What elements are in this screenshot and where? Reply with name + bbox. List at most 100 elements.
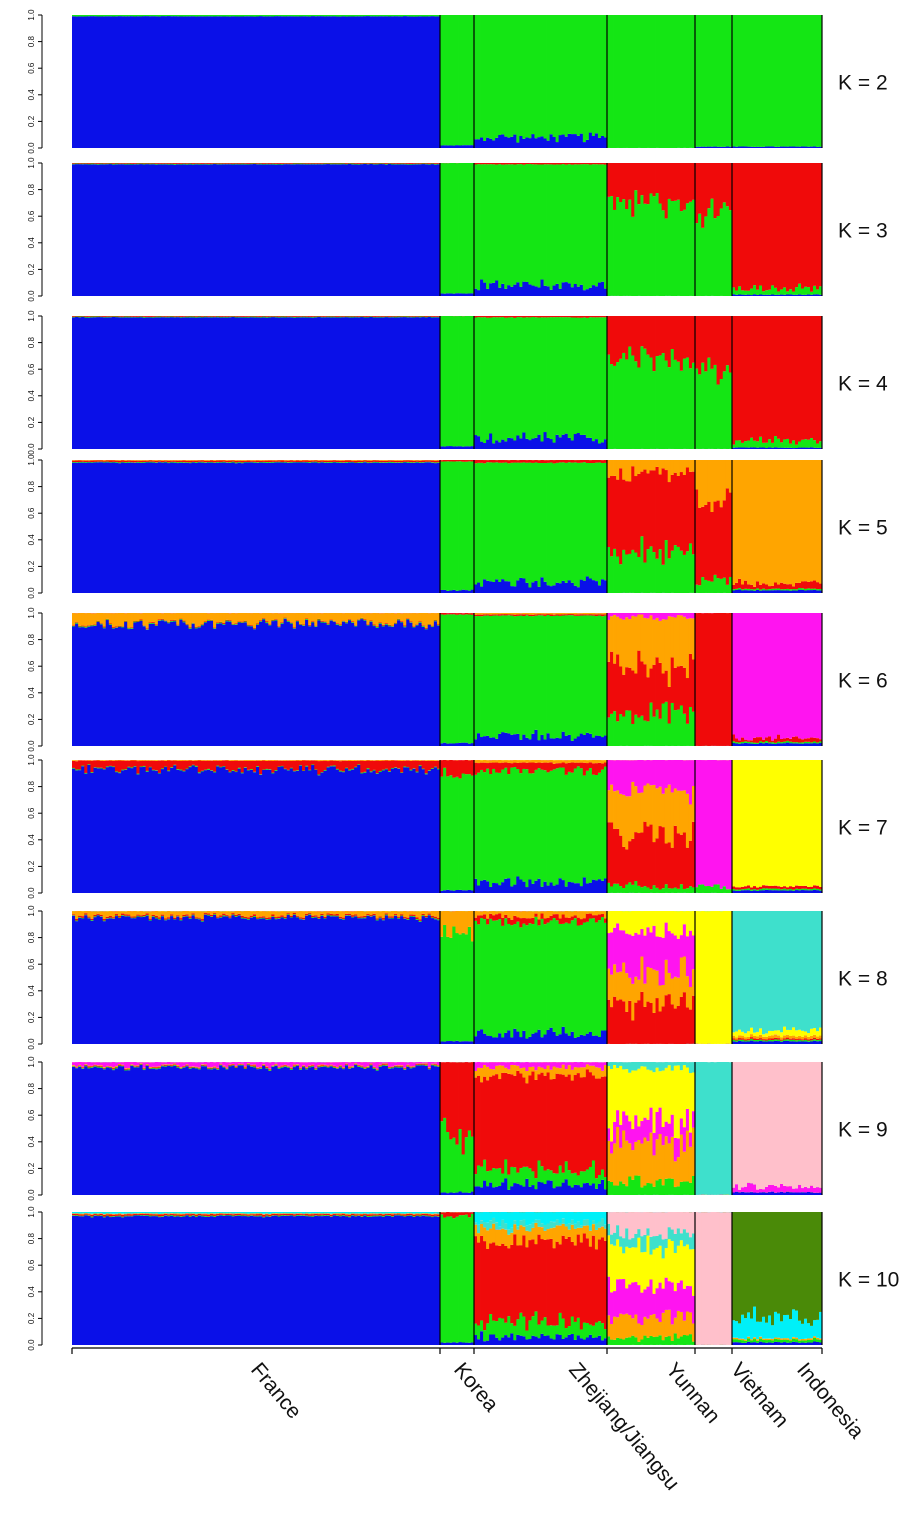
- bar-segment-green: [625, 884, 629, 893]
- bar-segment-green: [567, 771, 572, 882]
- bar-segment-orange: [130, 760, 134, 761]
- bar-segment-red: [777, 163, 781, 292]
- bar-segment-orange: [277, 760, 281, 761]
- bar-segment-red: [111, 163, 116, 164]
- bar-segment-blue: [783, 743, 787, 746]
- bar-segment-blue: [283, 769, 288, 893]
- bar-segment-blue: [176, 317, 180, 449]
- bar-segment-red: [433, 316, 438, 317]
- bar-segment-orange: [75, 760, 79, 762]
- bar-segment-orange: [673, 460, 678, 473]
- bar-segment-red: [357, 760, 361, 765]
- bar-segment-red: [634, 832, 638, 882]
- bar-segment-green: [157, 772, 162, 774]
- bar-segment-blue: [603, 580, 608, 593]
- bar-segment-green: [283, 618, 288, 619]
- bar-segment-red: [372, 760, 376, 770]
- bar-segment-green: [679, 15, 684, 149]
- bar-segment-orange: [804, 460, 808, 582]
- bar-segment-blue: [424, 629, 429, 746]
- bar-segment-green: [576, 317, 581, 434]
- bar-segment-green: [409, 622, 413, 623]
- bar-segment-green: [549, 462, 553, 587]
- bar-segment-green: [688, 543, 693, 593]
- bar-segment-green: [167, 163, 171, 165]
- bar-segment-green: [298, 461, 303, 463]
- bar-segment-blue: [225, 164, 229, 296]
- bar-segment-green: [191, 163, 196, 165]
- bar-segment-green: [679, 550, 684, 593]
- bar-segment-orange: [154, 760, 159, 761]
- bar-segment-red: [154, 163, 159, 164]
- bar-segment-blue: [522, 138, 526, 148]
- bar-segment-blue: [555, 884, 560, 893]
- bar-segment-red: [160, 760, 165, 769]
- bar-segment-red: [461, 760, 466, 774]
- bar-segment-green: [637, 885, 641, 893]
- bar-segment-green: [765, 589, 769, 591]
- bar-segment-blue: [449, 293, 453, 296]
- bar-segment-green: [519, 15, 523, 136]
- bar-segment-green: [182, 15, 186, 17]
- bar-segment-green: [222, 163, 226, 165]
- bar-segment-magenta: [625, 613, 629, 618]
- bar-segment-green: [197, 772, 202, 774]
- bar-segment-orange: [157, 460, 162, 461]
- bar-segment-orange: [136, 760, 140, 762]
- bar-segment-orange: [667, 784, 672, 843]
- bar-segment-orange: [363, 613, 367, 620]
- bar-segment-blue: [240, 773, 245, 893]
- bar-segment-green: [114, 771, 119, 773]
- bar-segment-green: [200, 461, 205, 463]
- bar-segment-blue: [424, 16, 429, 149]
- bar-segment-green: [528, 317, 532, 441]
- bar-segment-red: [452, 460, 456, 462]
- bar-segment-green: [274, 461, 278, 463]
- bar-segment-green: [458, 778, 463, 890]
- bar-segment-blue: [461, 293, 466, 296]
- bar-segment-green: [555, 317, 560, 435]
- bar-segment-blue: [492, 282, 496, 296]
- bar-segment-blue: [795, 743, 799, 746]
- bar-segment-green: [676, 199, 681, 296]
- bar-segment-green: [567, 15, 572, 134]
- bar-segment-red: [225, 760, 229, 770]
- bar-segment-orange: [360, 613, 364, 618]
- bar-segment-green: [360, 772, 364, 774]
- bar-segment-blue: [164, 621, 168, 746]
- bar-segment-green: [477, 462, 481, 583]
- bar-segment-blue: [102, 769, 107, 893]
- bar-segment-green: [810, 438, 814, 448]
- bar-segment-green: [314, 316, 318, 318]
- bar-segment-blue: [421, 16, 426, 149]
- bar-segment-red: [157, 460, 162, 462]
- bar-segment-blue: [179, 164, 183, 296]
- bar-segment-red: [295, 620, 300, 621]
- bar-segment-green: [173, 764, 177, 766]
- bar-segment-blue: [127, 317, 131, 449]
- bar-segment-green: [197, 163, 202, 165]
- bar-segment-blue: [357, 16, 361, 148]
- bar-segment-green: [519, 615, 523, 740]
- bar-segment-blue: [286, 462, 291, 593]
- bar-segment-blue: [507, 437, 511, 449]
- bar-segment-green: [415, 163, 419, 165]
- bar-segment-orange: [403, 613, 407, 626]
- bar-segment-blue: [188, 767, 192, 893]
- bar-segment-red: [510, 614, 514, 616]
- bar-segment-green: [458, 15, 463, 146]
- bar-segment-green: [646, 15, 650, 148]
- bar-segment-red: [289, 316, 294, 317]
- bar-segment-green: [75, 15, 79, 17]
- bar-segment-red: [741, 584, 745, 590]
- bar-segment-blue: [185, 164, 189, 296]
- bar-segment-red: [271, 163, 275, 164]
- bar-segment-blue: [558, 583, 563, 593]
- bar-segment-blue: [436, 462, 441, 593]
- bar-segment-orange: [173, 460, 177, 461]
- bar-segment-red: [701, 506, 705, 578]
- bar-segment-green: [298, 15, 303, 17]
- bar-segment-blue: [591, 285, 596, 296]
- bar-segment-red: [798, 738, 802, 743]
- bar-segment-blue: [409, 317, 413, 449]
